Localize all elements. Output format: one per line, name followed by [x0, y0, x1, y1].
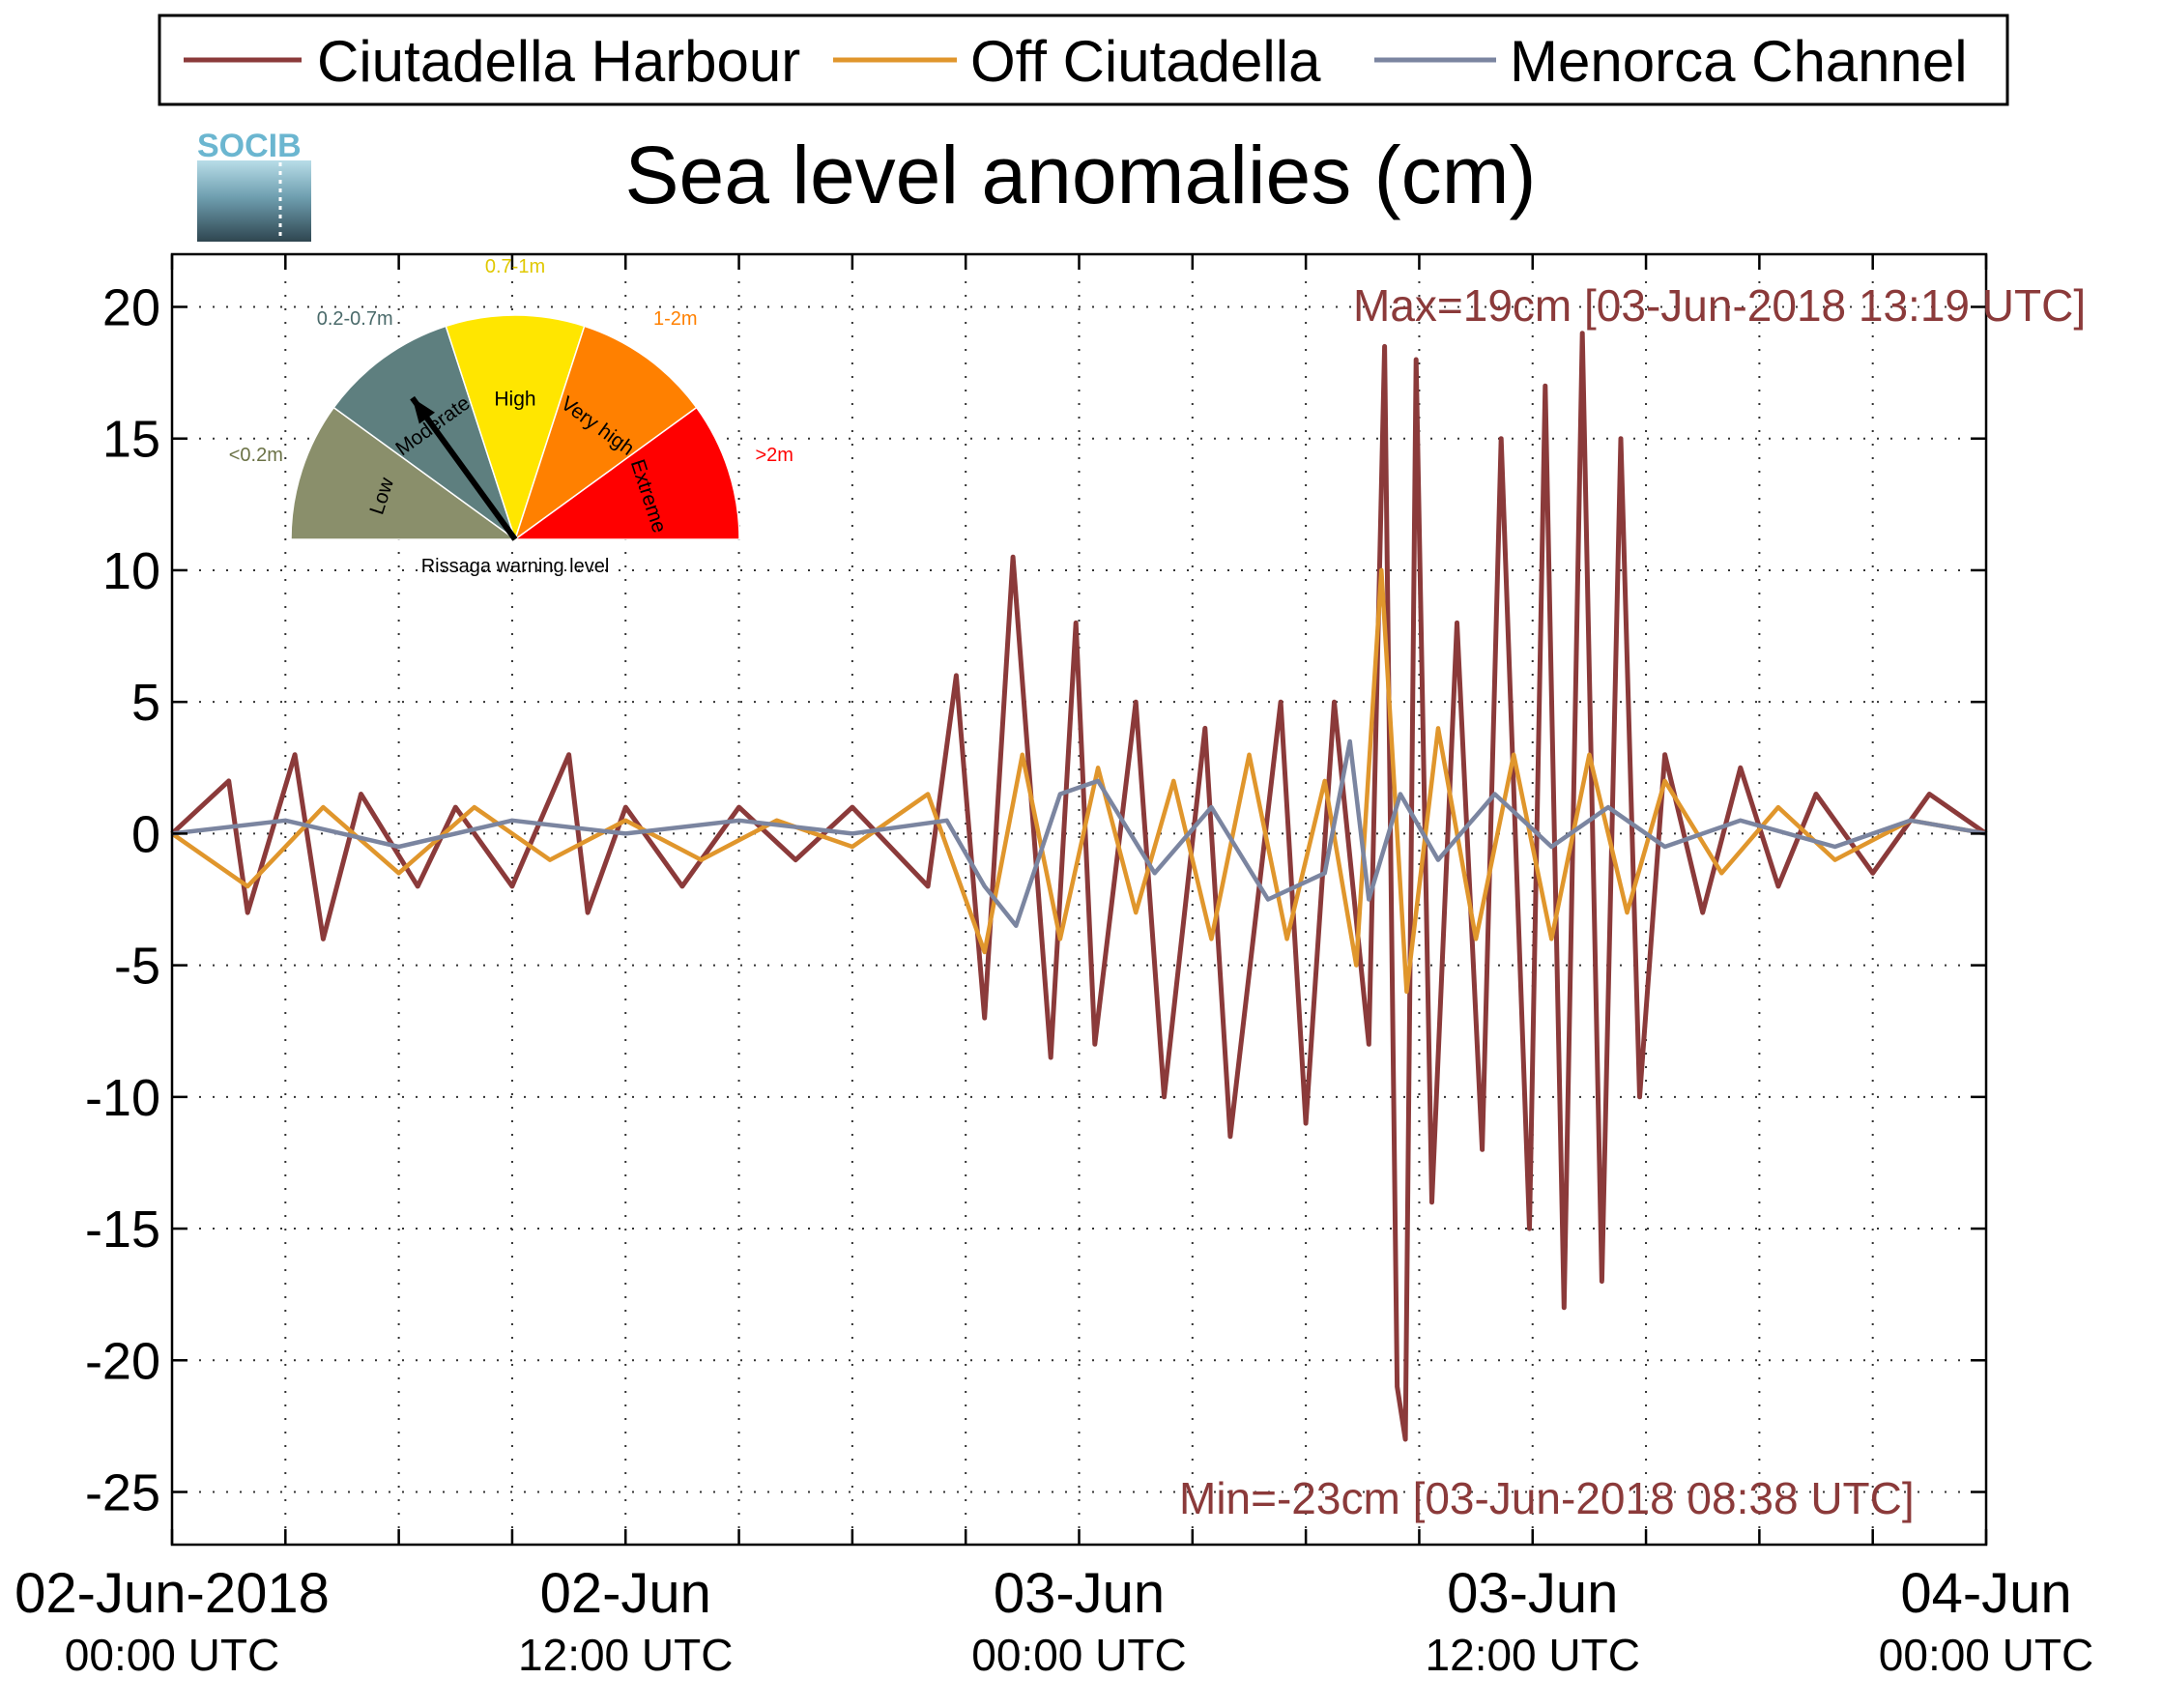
x-tick-label-time: 12:00 UTC — [1426, 1630, 1640, 1680]
y-tick-label: 15 — [102, 411, 160, 469]
legend: Ciutadella Harbour Off Ciutadella Menorc… — [158, 14, 2009, 106]
min-annotation: Min=-23cm [03-Jun-2018 08:38 UTC] — [1179, 1473, 1915, 1523]
y-tick-label: -5 — [114, 938, 160, 996]
gauge-range-label: 0.7-1m — [485, 256, 545, 277]
x-tick-label-time: 12:00 UTC — [518, 1630, 733, 1680]
series-layer — [170, 331, 1988, 1442]
logo-wave-block — [197, 160, 311, 242]
gauge-needle — [410, 395, 518, 541]
gauge-segment-extreme — [512, 406, 740, 540]
y-tick-label: 5 — [131, 674, 160, 732]
y-tick-label: 0 — [131, 805, 160, 863]
y-tick-label: -25 — [85, 1464, 160, 1522]
gauge-segment-high — [445, 314, 586, 542]
gauge-range-label: 1-2m — [653, 308, 698, 330]
x-tick-label-date: 04-Jun — [1900, 1562, 2071, 1625]
gauge-segment-moderate — [332, 325, 517, 541]
logo-wordmark: SOCIB — [197, 128, 302, 164]
x-tick-label-time: 00:00 UTC — [1879, 1630, 2093, 1680]
gauge-title: Rissaga warning level — [421, 556, 610, 577]
x-tick-label-date: 03-Jun — [1447, 1562, 1618, 1625]
series-line-ciutadella-harbour — [170, 331, 1988, 1442]
gauge-needle-head — [412, 397, 435, 424]
x-tick-label-time: 00:00 UTC — [971, 1630, 1186, 1680]
socib-logo: SOCIB — [197, 128, 311, 242]
gauge-range-label: <0.2m — [229, 445, 283, 466]
gauge-range-label: 0.2-0.7m — [317, 308, 393, 330]
series-line-menorca-channel — [171, 738, 1987, 928]
legend-label-menorca-channel: Menorca Channel — [1510, 29, 1968, 94]
gauge-segment-low — [290, 406, 518, 540]
legend-label-off-ciutadella: Off Ciutadella — [970, 29, 1321, 94]
y-tick-label: -20 — [85, 1332, 160, 1390]
x-tick-label-date: 02-Jun — [540, 1562, 711, 1625]
legend-box — [158, 14, 2009, 106]
max-annotation: Max=19cm [03-Jun-2018 13:19 UTC] — [1353, 280, 2086, 331]
x-tick-label-date: 02-Jun-2018 — [14, 1562, 330, 1625]
x-tick-label-time: 00:00 UTC — [65, 1630, 279, 1680]
y-tick-label: -10 — [85, 1069, 160, 1127]
gauge-range-label: >2m — [755, 445, 793, 466]
legend-label-ciutadella-harbour: Ciutadella Harbour — [317, 29, 800, 94]
series-line-off-ciutadella — [170, 567, 1987, 995]
x-tick-label-date: 03-Jun — [994, 1562, 1165, 1625]
y-tick-label: 10 — [102, 542, 160, 600]
y-tick-label: -15 — [85, 1201, 160, 1259]
chart-title: Sea level anomalies (cm) — [624, 130, 1536, 220]
gauge-segment-very-high — [513, 325, 698, 541]
gauge-level-label: High — [494, 389, 535, 411]
y-tick-label: 20 — [102, 278, 160, 336]
